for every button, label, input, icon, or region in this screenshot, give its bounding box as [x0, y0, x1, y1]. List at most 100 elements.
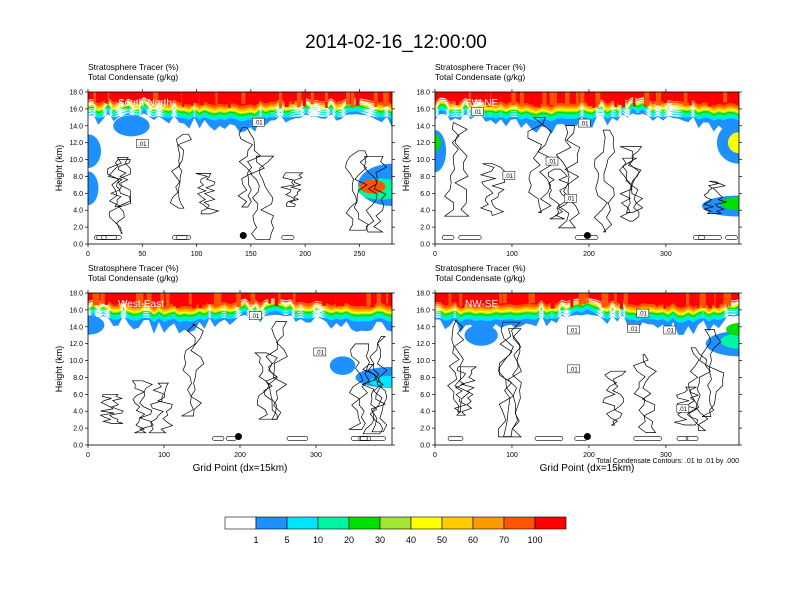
- condensate-contour: [106, 157, 131, 234]
- y-tick-label: 12.0: [416, 140, 430, 147]
- condensate-contour: [725, 235, 738, 240]
- tracer-streak: [614, 92, 618, 108]
- x-tick-label: 100: [191, 251, 203, 258]
- condensate-contour: [547, 168, 570, 220]
- tracer-streak: [165, 293, 170, 309]
- tracer-streak: [227, 92, 231, 108]
- condensate-contour: [685, 436, 699, 441]
- tracer-streak: [146, 293, 152, 306]
- tracer-streak: [587, 92, 592, 107]
- x-tick-label: 300: [660, 452, 672, 459]
- tracer-streak: [656, 92, 659, 106]
- colorbar-label: 30: [375, 535, 385, 545]
- y-tick-label: 6.0: [420, 392, 430, 399]
- x-tick-label: 0: [433, 251, 437, 258]
- condensate-contour: [359, 436, 386, 441]
- colorbar-swatch: [348, 516, 381, 530]
- y-tick-label: 16.0: [416, 307, 430, 314]
- condensate-contour: [169, 133, 192, 209]
- y-axis-label: Height (km): [54, 145, 64, 192]
- condensate-contour: [443, 122, 470, 217]
- contour-label-box: [567, 364, 580, 374]
- condensate-contour: [479, 163, 506, 216]
- condensate-contour: [131, 380, 154, 434]
- panel-4: 0.0 2.0 4.0 6.0 8.0 10.0 12.0 14.0 16.0 18.0 0 100 2…: [401, 263, 742, 474]
- colorbar-label: 40: [406, 535, 416, 545]
- tracer-streak: [192, 293, 197, 309]
- tracer-streak: [723, 293, 728, 304]
- tracer-streak: [386, 293, 389, 305]
- colorbar-label: 1: [253, 535, 258, 545]
- x-axis-label: Grid Point (dx=15km): [540, 463, 635, 474]
- contour-label-box: [564, 193, 577, 203]
- tracer-streak: [527, 92, 532, 103]
- condensate-contour: [441, 235, 455, 240]
- y-axis-label: Height (km): [401, 145, 411, 192]
- tracer-band: [88, 108, 392, 133]
- condensate-contour: [633, 436, 662, 441]
- tracer-band: [435, 304, 739, 328]
- tracer-streak: [502, 293, 507, 304]
- colorbar-swatch: [379, 516, 412, 530]
- panel-subtitle: Stratosphere Tracer (%): [435, 263, 526, 273]
- contour-label: .01: [251, 314, 260, 320]
- tracer-streak: [715, 293, 720, 308]
- contour-label: .01: [566, 197, 575, 203]
- tracer-streak: [241, 92, 246, 105]
- y-tick-label: 2.0: [420, 225, 430, 232]
- y-tick-label: 8.0: [73, 174, 83, 181]
- condensate-contour: [101, 235, 122, 240]
- y-tick-label: 8.0: [420, 375, 430, 382]
- condensate-contour: [699, 329, 725, 417]
- panel-label: SW-NE: [465, 98, 498, 109]
- y-tick-label: 8.0: [420, 174, 430, 181]
- condensate-contour: [281, 235, 295, 240]
- tracer-streak: [623, 293, 628, 305]
- tracer-streak: [216, 293, 222, 304]
- tracer-band: [435, 300, 739, 315]
- y-tick-label: 10.0: [69, 157, 83, 164]
- condensate-contour: [148, 382, 174, 434]
- tracer-streak: [138, 293, 144, 306]
- tracer-streak: [579, 92, 585, 103]
- y-tick-label: 18.0: [416, 291, 430, 298]
- tracer-streak: [726, 293, 730, 305]
- contour-label-box: [636, 308, 650, 318]
- condensate-contour: [693, 235, 705, 240]
- tracer-streak: [686, 293, 690, 305]
- tracer-streak: [520, 92, 524, 105]
- contour-note: Total Condensate Contours: .01 to .01 by…: [596, 458, 739, 465]
- x-tick-label: 0: [433, 452, 437, 459]
- tracer-streak: [663, 293, 667, 309]
- condensate-contour: [350, 436, 368, 441]
- panel-subtitle: Total Condensate (g/kg): [435, 72, 525, 82]
- panel-subtitle: Stratosphere Tracer (%): [435, 62, 526, 72]
- contour-label: .01: [679, 407, 688, 413]
- tracer-streak: [348, 92, 352, 105]
- tracer-band: [435, 101, 739, 119]
- tracer-streak: [292, 92, 295, 104]
- contour-label-box: [313, 347, 327, 357]
- condensate-contour: [212, 436, 225, 441]
- condensate-contour: [498, 321, 522, 438]
- condensate-contour: [93, 235, 107, 240]
- tracer-streak: [645, 92, 650, 107]
- condensate-contour: [237, 127, 262, 208]
- y-tick-label: 12.0: [416, 341, 430, 348]
- tracer-blob: [88, 171, 99, 206]
- panel-subtitle: Total Condensate (g/kg): [435, 273, 525, 283]
- colorbar-label: 50: [437, 535, 447, 545]
- tracer-streak: [455, 92, 460, 106]
- tracer-streak: [250, 293, 256, 305]
- y-tick-label: 12.0: [69, 341, 83, 348]
- condensate-contour: [345, 150, 369, 231]
- panel-label: West-East: [118, 299, 164, 310]
- tracer-streak: [369, 293, 375, 308]
- tracer-streak: [193, 92, 198, 103]
- contour-label-box: [567, 325, 580, 335]
- x-tick-label: 250: [354, 251, 366, 258]
- y-tick-label: 18.0: [69, 291, 83, 298]
- x-tick-label: 0: [86, 452, 90, 459]
- tracer-streak: [550, 293, 555, 309]
- condensate-contour: [99, 393, 124, 424]
